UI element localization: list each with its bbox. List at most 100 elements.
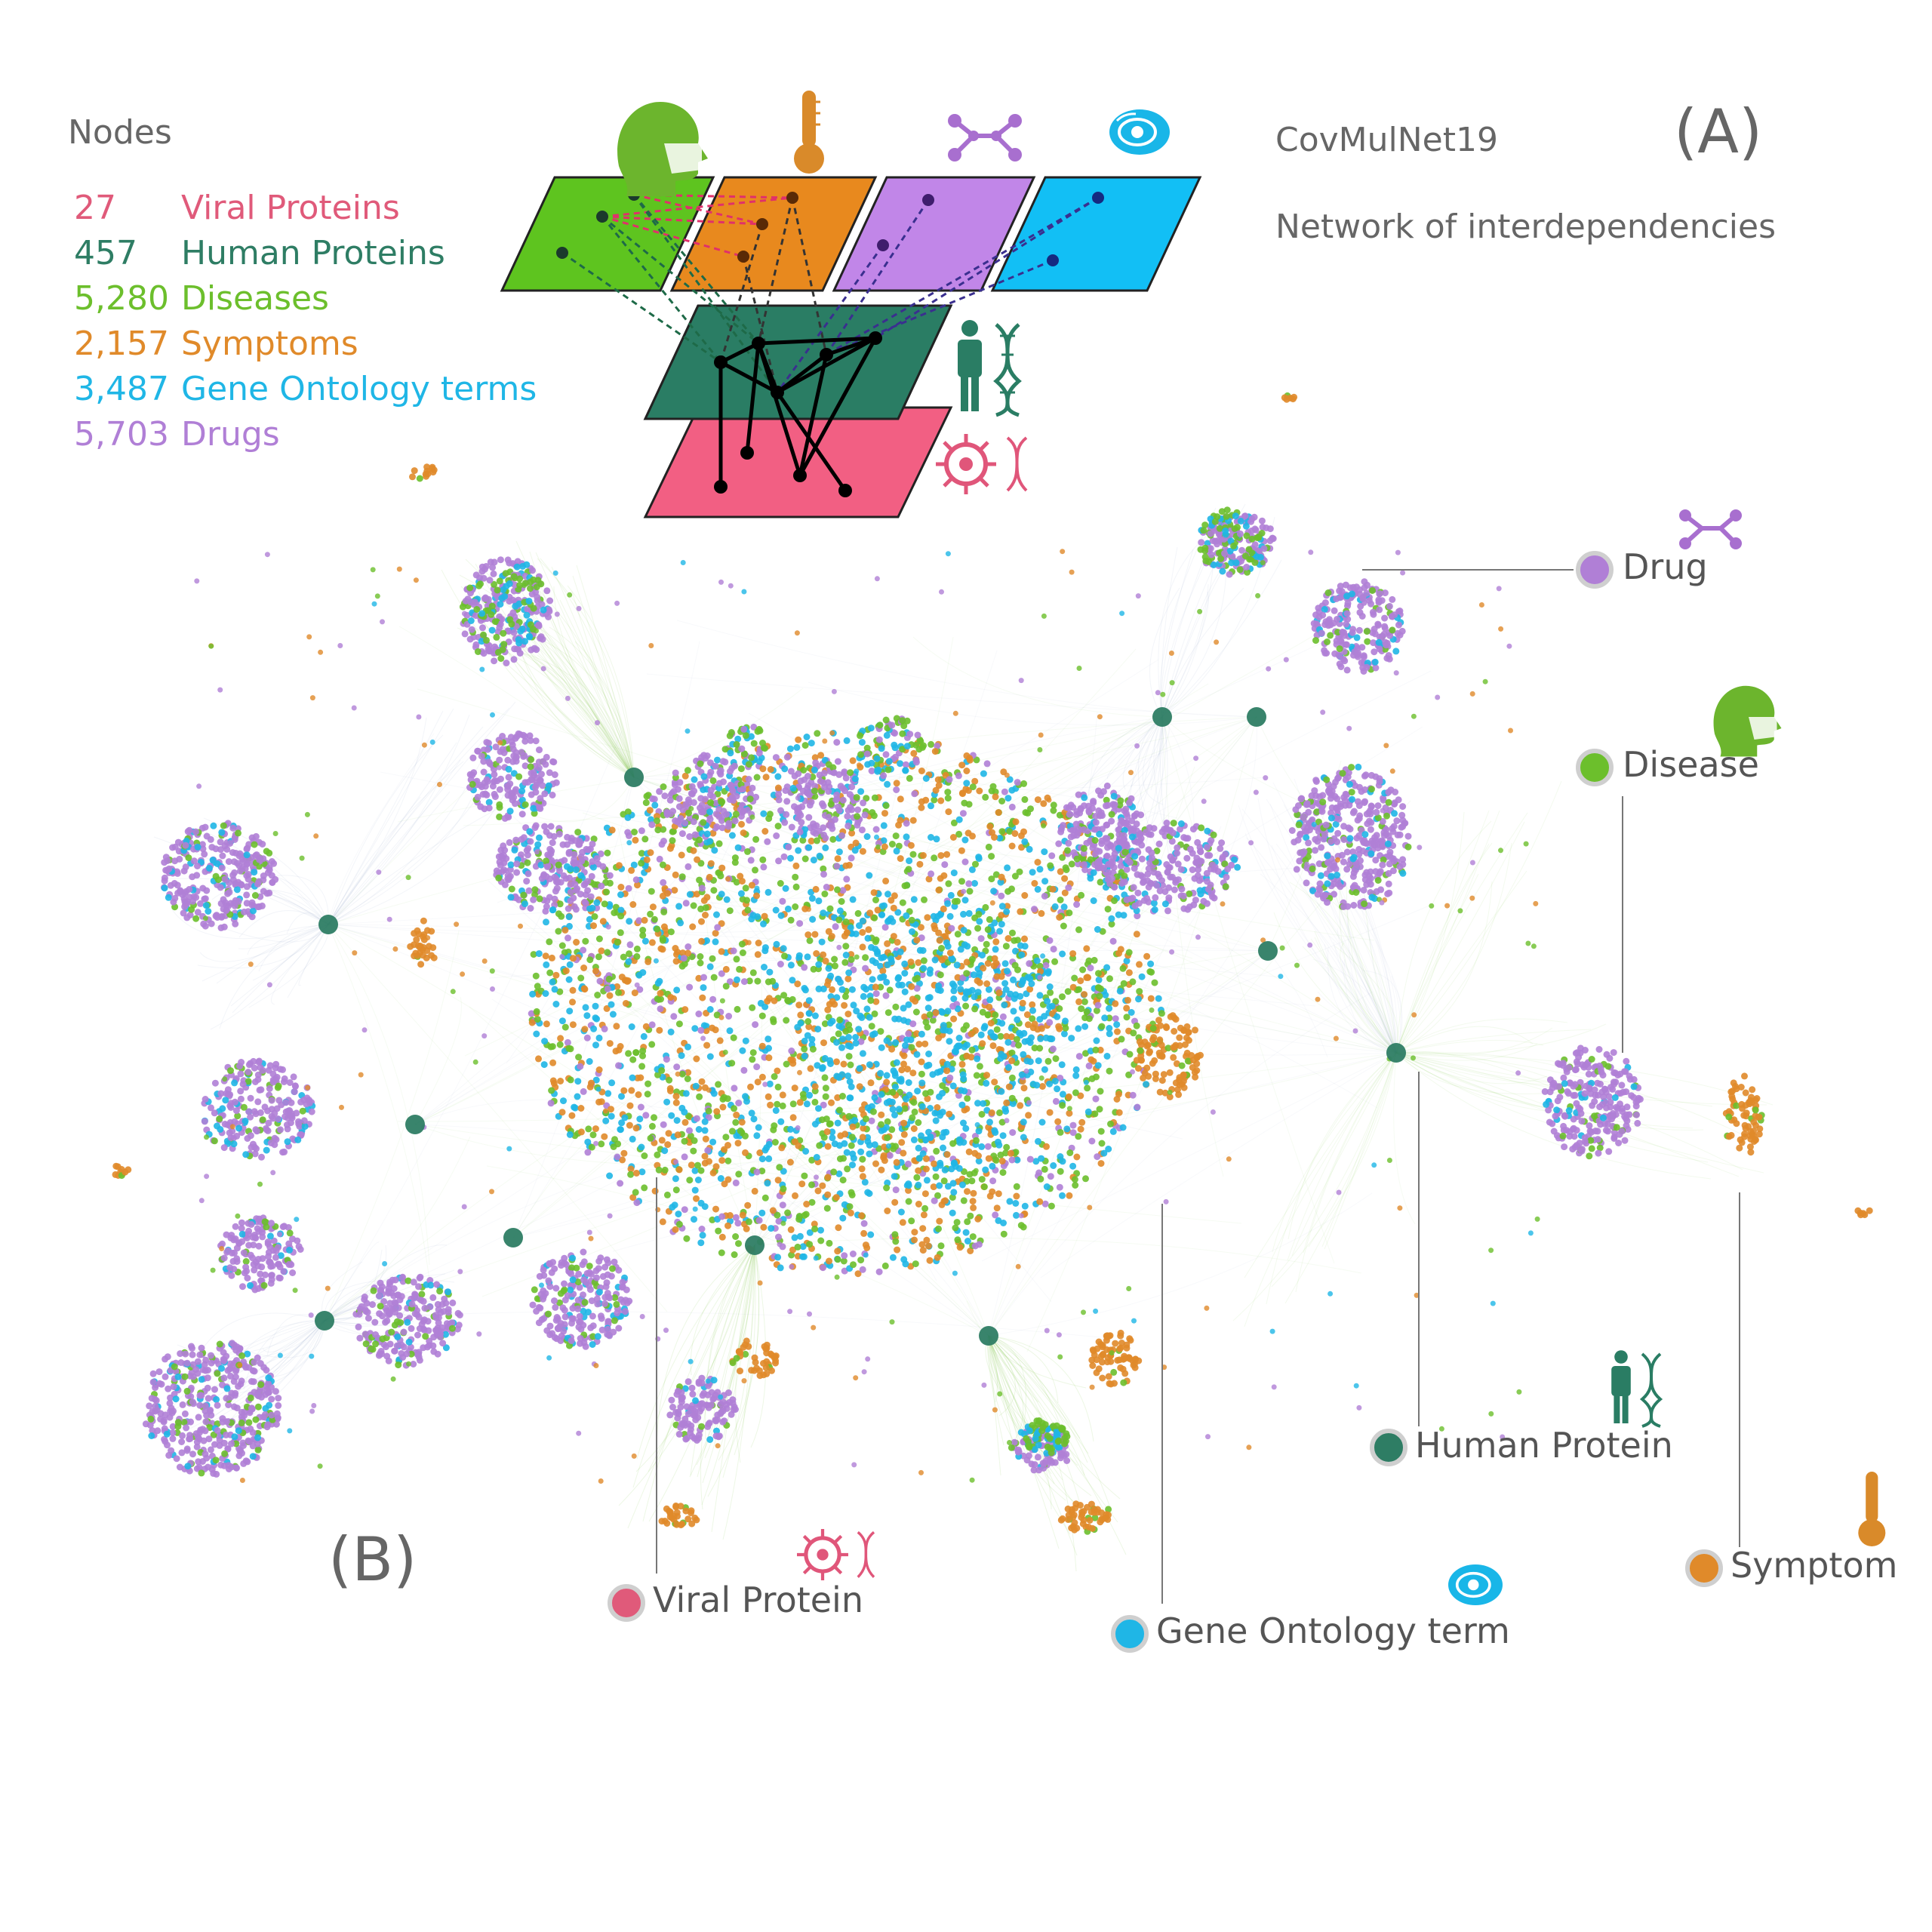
network-node — [863, 1005, 871, 1013]
network-node — [814, 730, 821, 737]
network-node — [437, 1331, 444, 1337]
network-node — [911, 1229, 918, 1236]
network-node — [1044, 998, 1051, 1005]
network-node — [1054, 1013, 1061, 1020]
network-node — [691, 1167, 699, 1174]
network-node — [647, 1134, 654, 1142]
network-node — [931, 854, 938, 862]
network-node — [1084, 974, 1091, 981]
network-node — [881, 1262, 889, 1269]
network-node — [257, 1381, 265, 1389]
network-node — [1020, 977, 1027, 983]
network-node — [811, 1083, 819, 1091]
network-node — [833, 994, 841, 1001]
network-node — [276, 1263, 284, 1271]
network-node — [749, 1056, 756, 1063]
network-node — [275, 1244, 281, 1251]
network-node — [954, 974, 961, 981]
network-node — [632, 1124, 640, 1132]
network-node — [549, 1077, 557, 1084]
network-node — [968, 1046, 976, 1054]
network-node — [154, 1427, 162, 1435]
network-node — [845, 1021, 853, 1029]
network-node — [958, 878, 965, 885]
network-node — [697, 953, 704, 960]
network-node — [783, 1017, 790, 1024]
network-node — [1029, 1007, 1036, 1014]
network-node — [772, 1107, 780, 1114]
network-node — [491, 790, 498, 798]
network-node — [794, 1243, 801, 1251]
network-node — [1129, 1091, 1137, 1099]
network-node — [254, 1440, 261, 1447]
network-node — [171, 894, 179, 902]
network-node — [995, 1141, 1003, 1149]
network-node — [814, 1026, 822, 1033]
network-node — [886, 1152, 894, 1159]
network-node — [241, 908, 248, 915]
network-node — [840, 1257, 848, 1265]
network-node — [518, 787, 526, 795]
network-node — [937, 1242, 945, 1250]
network-node — [866, 872, 873, 879]
network-node — [900, 1004, 907, 1012]
network-node — [1056, 914, 1063, 921]
network-node — [836, 907, 844, 915]
network-node — [839, 1093, 846, 1100]
network-node — [968, 1030, 975, 1038]
network-node — [752, 866, 758, 874]
network-node — [595, 1034, 603, 1041]
network-node — [758, 1012, 766, 1020]
network-node — [593, 899, 601, 906]
network-node — [971, 1242, 979, 1250]
network-node — [250, 1260, 257, 1268]
network-node — [695, 1011, 703, 1017]
network-node — [693, 1055, 700, 1063]
network-node — [429, 1342, 437, 1349]
network-node — [935, 886, 943, 894]
network-node — [592, 1002, 599, 1010]
network-node — [669, 828, 676, 835]
network-node — [1055, 840, 1063, 848]
network-node — [807, 1065, 814, 1072]
network-node — [223, 1090, 230, 1097]
network-node — [800, 1253, 808, 1260]
network-node — [242, 1117, 249, 1124]
network-node — [663, 1098, 671, 1106]
network-node — [718, 970, 725, 977]
network-node — [801, 985, 808, 992]
network-node — [591, 913, 598, 920]
network-node — [709, 829, 717, 837]
network-node — [491, 657, 498, 665]
network-node — [982, 793, 989, 801]
network-node — [385, 1287, 392, 1295]
network-node — [956, 1139, 964, 1146]
network-node — [1013, 1035, 1020, 1043]
network-node — [519, 731, 527, 739]
network-node — [529, 1301, 537, 1309]
network-node — [581, 986, 589, 993]
network-node — [1001, 960, 1009, 968]
network-node — [577, 1063, 584, 1070]
network-node — [978, 1143, 986, 1150]
network-node — [903, 833, 910, 841]
network-node — [1056, 1025, 1063, 1032]
network-node — [168, 1404, 175, 1412]
network-node — [712, 1205, 719, 1213]
network-node — [829, 835, 837, 843]
network-node — [878, 1121, 884, 1128]
network-node — [801, 1052, 808, 1060]
network-node — [248, 901, 256, 909]
network-node — [155, 1368, 163, 1376]
network-node — [732, 1214, 740, 1221]
network-node — [185, 854, 192, 862]
network-node — [816, 852, 823, 860]
network-node — [362, 1340, 370, 1348]
network-node — [621, 1114, 629, 1121]
legend-row: 3,487 Gene Ontology terms — [74, 370, 537, 408]
panel-label-a: (A) — [1674, 97, 1763, 167]
network-node — [526, 732, 534, 740]
network-node — [505, 765, 512, 773]
network-node — [224, 1367, 232, 1374]
network-node — [752, 1021, 759, 1029]
